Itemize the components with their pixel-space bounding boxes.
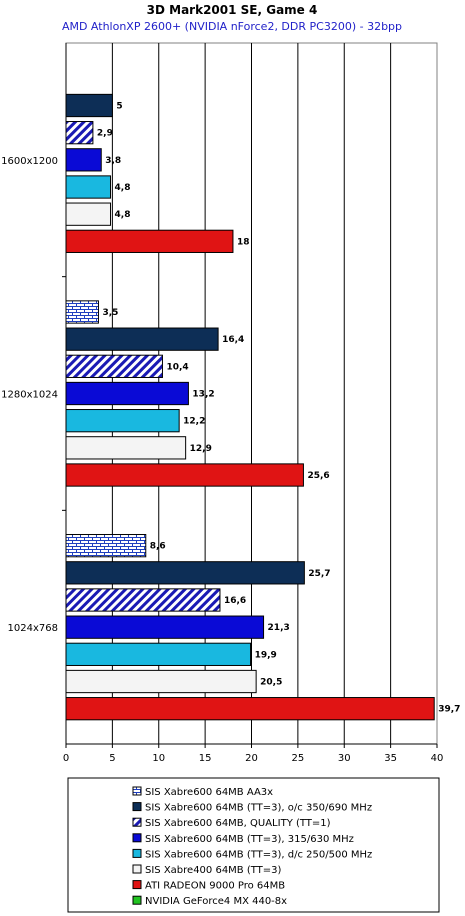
x-tick-label: 0 <box>63 753 69 764</box>
x-tick-label: 40 <box>431 753 444 764</box>
x-tick-label: 5 <box>109 753 115 764</box>
data-label: 21,3 <box>268 623 290 633</box>
bar <box>66 94 112 116</box>
bar <box>66 562 304 584</box>
data-label: 12,2 <box>183 417 205 427</box>
x-tick-label: 20 <box>245 753 258 764</box>
category-label: 1024x768 <box>8 623 58 634</box>
data-label: 2,9 <box>97 129 113 139</box>
legend-swatch <box>133 818 141 826</box>
x-tick-label: 15 <box>199 753 212 764</box>
bar <box>66 203 111 225</box>
bar <box>66 670 256 692</box>
bar <box>66 382 188 404</box>
legend-label: SIS Xabre600 64MB AA3x <box>145 787 273 798</box>
legend-label: SIS Xabre600 64MB (TT=3), o/c 350/690 MH… <box>145 803 372 814</box>
legend-swatch <box>133 803 141 811</box>
data-label: 4,8 <box>115 210 131 220</box>
category-label: 1280x1024 <box>1 390 58 401</box>
data-label: 19,9 <box>255 650 277 660</box>
legend-swatch <box>133 787 141 795</box>
legend-label: SIS Xabre600 64MB, QUALITY (TT=1) <box>145 818 331 829</box>
data-label: 8,6 <box>150 542 166 552</box>
bar <box>66 535 146 557</box>
bar <box>66 410 179 432</box>
legend-label: NVIDIA GeForce4 MX 440-8x <box>145 896 287 907</box>
bar <box>66 437 186 459</box>
data-label: 25,7 <box>308 569 330 579</box>
legend-label: SIS Xabre400 64MB (TT=3) <box>145 865 282 876</box>
data-label: 4,8 <box>115 183 131 193</box>
data-label: 16,6 <box>224 596 246 606</box>
data-label: 13,2 <box>192 390 214 400</box>
data-label: 12,9 <box>190 444 212 454</box>
bar <box>66 230 233 252</box>
bar <box>66 301 98 323</box>
x-tick-label: 25 <box>292 753 305 764</box>
data-label: 20,5 <box>260 678 282 688</box>
bar <box>66 328 218 350</box>
legend-label: SIS Xabre600 64MB (TT=3), d/c 250/500 MH… <box>145 849 372 860</box>
bar <box>66 176 111 198</box>
data-label: 16,4 <box>222 335 244 345</box>
bar <box>66 643 251 665</box>
legend-box <box>68 778 439 912</box>
bar <box>66 149 101 171</box>
data-label: 39,7 <box>438 705 460 715</box>
bar <box>66 589 220 611</box>
data-label: 3,5 <box>102 308 118 318</box>
chart-subtitle: AMD AthlonXP 2600+ (NVIDIA nForce2, DDR … <box>62 20 402 33</box>
category-label: 1600x1200 <box>1 156 58 167</box>
legend-swatch <box>133 834 141 842</box>
x-tick-label: 35 <box>384 753 397 764</box>
legend-swatch <box>133 865 141 873</box>
data-label: 10,4 <box>166 362 188 372</box>
legend-swatch <box>133 849 141 857</box>
x-tick-label: 10 <box>152 753 165 764</box>
data-label: 18 <box>237 237 250 247</box>
bar <box>66 464 303 486</box>
data-label: 25,6 <box>307 471 329 481</box>
bar <box>66 698 434 720</box>
bar <box>66 616 264 638</box>
bar <box>66 355 162 377</box>
legend-swatch <box>133 881 141 889</box>
bar <box>66 122 93 144</box>
legend-label: ATI RADEON 9000 Pro 64MB <box>145 881 285 892</box>
data-label: 3,8 <box>105 156 121 166</box>
chart-title: 3D Mark2001 SE, Game 4 <box>147 3 318 17</box>
data-label: 5 <box>116 101 122 111</box>
x-tick-label: 30 <box>338 753 351 764</box>
legend-label: SIS Xabre600 64MB (TT=3), 315/630 MHz <box>145 834 354 845</box>
legend-swatch <box>133 896 141 904</box>
